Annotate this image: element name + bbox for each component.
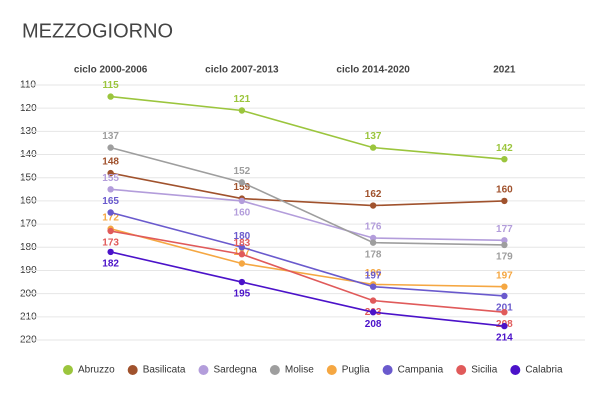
data-label: 137	[365, 131, 382, 142]
data-label: 214	[496, 333, 513, 344]
data-label: 142	[496, 143, 513, 154]
data-label: 195	[234, 289, 251, 300]
legend-marker	[382, 365, 393, 375]
x-tick-label: ciclo 2014-2020	[336, 65, 410, 76]
data-label: 115	[103, 80, 120, 91]
data-label: 196	[365, 268, 382, 279]
data-label: 177	[496, 224, 513, 235]
data-point	[238, 244, 246, 251]
legend-marker	[510, 365, 521, 375]
data-point	[238, 260, 246, 267]
legend-label: Sicilia	[471, 365, 498, 376]
data-label: 180	[234, 231, 251, 242]
data-point	[238, 251, 246, 258]
legend-label: Basilicata	[143, 365, 186, 376]
data-point	[501, 197, 508, 205]
data-point	[501, 155, 508, 163]
data-label: 173	[102, 238, 119, 249]
data-label: 182	[102, 259, 119, 270]
data-point	[369, 297, 377, 304]
series-line	[110, 172, 505, 207]
data-label: 155	[102, 173, 119, 184]
series-line	[110, 146, 505, 246]
series-line	[110, 230, 505, 313]
data-label: 162	[365, 189, 382, 200]
series-line	[110, 95, 505, 160]
series-line	[110, 188, 505, 242]
legend-label: Campania	[398, 365, 444, 376]
data-point	[369, 234, 377, 242]
chart-title: MEZZOGIORNO	[22, 20, 173, 42]
data-label: 201	[496, 303, 513, 314]
data-point	[501, 237, 508, 244]
data-point	[107, 209, 114, 216]
x-tick-label: ciclo 2000-2006	[74, 65, 148, 76]
data-label: 160	[496, 185, 513, 196]
data-point	[107, 248, 114, 256]
data-label: 208	[365, 319, 382, 330]
data-point	[369, 144, 377, 151]
data-label: 179	[496, 252, 513, 263]
legend-label: Molise	[285, 365, 314, 376]
series-line	[110, 211, 505, 297]
data-point	[369, 239, 377, 246]
legend-marker	[198, 365, 209, 375]
legend-marker	[63, 365, 73, 375]
data-label: 178	[365, 249, 382, 260]
data-point	[238, 197, 246, 205]
legend-label: Puglia	[342, 365, 370, 376]
legend-label: Sardegna	[214, 365, 258, 376]
legend-marker	[456, 365, 467, 375]
data-label: 197	[365, 270, 382, 281]
data-label: 183	[234, 238, 251, 249]
data-point	[369, 283, 377, 290]
legend-marker	[326, 365, 337, 375]
x-tick-label: 2021	[493, 65, 516, 76]
data-label: 197	[496, 270, 513, 281]
data-point	[107, 227, 114, 235]
legend-marker	[269, 365, 280, 375]
series-line	[110, 251, 505, 327]
data-label: 148	[102, 157, 119, 168]
data-label: 176	[365, 222, 382, 233]
data-point	[369, 202, 377, 209]
data-label: 165	[102, 196, 119, 207]
data-label: 172	[102, 212, 119, 223]
data-label: 137	[102, 131, 119, 142]
data-point	[238, 107, 246, 114]
legend-label: Abruzzo	[78, 365, 115, 376]
data-label: 121	[234, 94, 251, 105]
series-line	[110, 227, 505, 288]
data-point	[369, 308, 377, 316]
x-tick-label: ciclo 2007-2013	[205, 65, 279, 76]
data-point	[107, 186, 114, 193]
legend-label: Calabria	[525, 365, 563, 376]
data-point	[501, 308, 508, 316]
data-point	[501, 292, 508, 300]
data-point	[501, 283, 508, 290]
data-label: 152	[234, 166, 251, 177]
data-point	[238, 278, 246, 286]
data-point	[501, 322, 508, 330]
data-point	[107, 169, 114, 177]
data-point	[238, 179, 246, 186]
data-point	[107, 144, 114, 151]
data-label: 160	[234, 208, 251, 219]
data-point	[501, 241, 508, 249]
data-label: 159	[234, 182, 251, 193]
data-point	[107, 93, 114, 100]
legend-marker	[127, 365, 138, 375]
